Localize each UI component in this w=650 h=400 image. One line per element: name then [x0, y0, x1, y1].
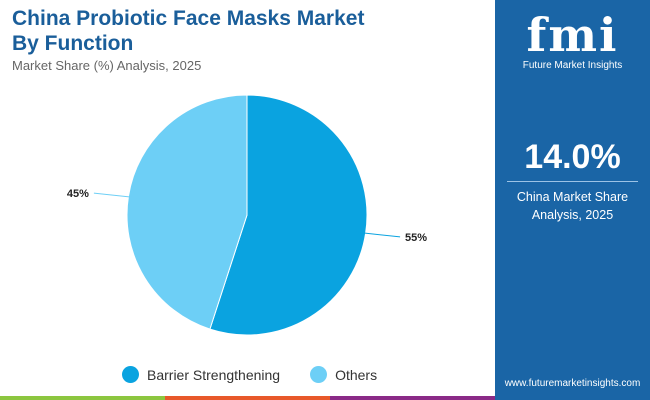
leader-line [353, 231, 401, 238]
legend-label: Barrier Strengthening [147, 366, 281, 383]
color-bar-purple [330, 396, 495, 400]
chart-subtitle: Market Share (%) Analysis, 2025 [12, 58, 202, 73]
market-share-value: 14.0% [524, 138, 621, 176]
data-label: 45% [67, 188, 89, 200]
legend: Barrier Strengthening Others [122, 366, 377, 383]
side-panel: fmi Future Market Insights 14.0% China M… [495, 0, 650, 400]
logo-text: Future Market Insights [522, 60, 623, 71]
divider [507, 181, 638, 182]
legend-swatch-barrier [122, 366, 139, 383]
legend-swatch-others [310, 366, 328, 383]
market-share-caption: China Market Share Analysis, 2025 [516, 190, 629, 222]
leader-line [93, 192, 141, 199]
pie-slice-0 [209, 94, 368, 336]
pie-slice-1 [126, 94, 248, 330]
website-link[interactable]: www.futuremarketinsights.com [504, 378, 641, 389]
pie-chart: 55% 45% [67, 94, 427, 336]
color-bar-green [0, 396, 165, 400]
chart-title: China Probiotic Face Masks Market By Func… [12, 7, 365, 55]
legend-label: Others [335, 366, 378, 383]
fmi-logo: fmi [526, 8, 619, 62]
data-label: 55% [405, 232, 427, 244]
color-bar-orange [165, 396, 330, 400]
